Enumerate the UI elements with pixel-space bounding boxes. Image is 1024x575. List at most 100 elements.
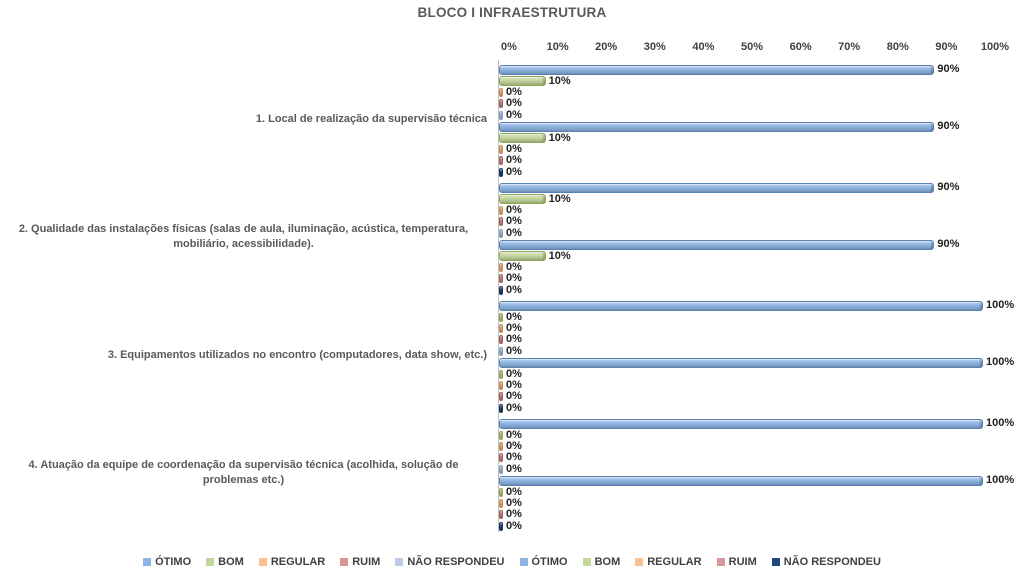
legend-swatch: [519, 558, 528, 566]
legend-label: ÓTIMO: [531, 556, 568, 568]
data-label: 10%: [548, 249, 571, 262]
legend-item: BOM: [206, 556, 244, 568]
bar-row: 0%: [499, 165, 985, 178]
bar-row: 0%: [499, 463, 985, 475]
bar-row: 90%: [499, 239, 985, 250]
bar-row: 0%: [499, 311, 985, 322]
bar: [499, 217, 503, 227]
data-label: 0%: [506, 154, 522, 167]
data-label: 100%: [986, 474, 1015, 487]
legend: ÓTIMO BOM REGULAR RUIM NÃO RESPONDEU ÓTIMO BOM…: [0, 556, 1024, 568]
bar-row: 100%: [499, 418, 1014, 429]
bar: [499, 285, 503, 295]
bar-row: 100%: [499, 475, 1014, 486]
bar: [499, 239, 935, 250]
data-label: 0%: [506, 378, 522, 391]
bar-row: 0%: [499, 273, 985, 284]
bar-row: 0%: [499, 486, 985, 497]
bar-row: 0%: [499, 85, 985, 98]
data-label: 0%: [506, 390, 522, 403]
x-tick-label: 80%: [886, 41, 909, 53]
legend-label: NÃO RESPONDEU: [407, 556, 505, 568]
chart-title: BLOCO I INFRAESTRUTURA: [417, 5, 607, 20]
bar: [499, 156, 503, 166]
bar: [499, 87, 503, 97]
bar-row: 100%: [499, 357, 1014, 368]
data-label: 0%: [506, 367, 522, 380]
legend-label: REGULAR: [270, 556, 326, 568]
plot-area: 1. Local de realização da supervisão téc…: [0, 60, 1014, 532]
bar: [499, 167, 503, 177]
data-label: 90%: [937, 181, 960, 194]
bar: [499, 76, 546, 87]
bars-cluster: 100% 0% 0% 0% 0% 100% 0% 0% 0% 0%: [498, 414, 1014, 532]
data-label: 0%: [506, 165, 522, 178]
legend-item: NÃO RESPONDEU: [771, 556, 881, 568]
bar-row: 0%: [499, 155, 985, 166]
x-tick-label: 60%: [789, 41, 812, 53]
x-axis: 0% 10% 20% 30% 40% 50% 60% 70% 80% 90% 100%: [501, 41, 1009, 55]
legend-swatch: [395, 558, 404, 566]
bar: [499, 335, 503, 345]
bar: [499, 346, 503, 356]
bar: [499, 510, 503, 520]
category-label-cell: 1. Local de realização da supervisão téc…: [0, 60, 498, 178]
bar: [499, 441, 503, 451]
data-label: 0%: [506, 485, 522, 498]
bar: [499, 369, 503, 379]
x-tick-label: 30%: [643, 41, 666, 53]
bar: [499, 521, 503, 531]
category-label-cell: 4. Atuação da equipe de coordenação da s…: [0, 414, 498, 532]
data-label: 0%: [506, 226, 522, 239]
category-label: 1. Local de realização da supervisão téc…: [255, 112, 487, 125]
data-label: 0%: [506, 97, 522, 110]
bar: [499, 464, 503, 474]
x-tick-label: 20%: [595, 41, 618, 53]
bar-row: 0%: [499, 216, 985, 227]
bar-row: 0%: [499, 509, 985, 520]
data-label: 0%: [506, 142, 522, 155]
bar: [499, 133, 546, 144]
data-label: 0%: [506, 260, 522, 273]
x-tick-label: 90%: [935, 41, 958, 53]
bar: [499, 403, 503, 413]
legend-swatch: [143, 558, 152, 566]
x-tick-label: 10%: [546, 41, 569, 53]
bar-row: 90%: [499, 64, 985, 75]
bar-row: 10%: [499, 131, 985, 144]
data-label: 0%: [506, 272, 522, 285]
data-label: 0%: [506, 321, 522, 334]
bar-row: 0%: [499, 109, 985, 121]
bar-row: 0%: [499, 345, 985, 357]
category-label: 4. Atuação da equipe de coordenação da s…: [28, 459, 459, 486]
legend-label: BOM: [218, 556, 244, 568]
bar-row: 0%: [499, 98, 985, 109]
bar: [499, 380, 503, 390]
data-label: 0%: [506, 85, 522, 98]
x-tick-label: 40%: [692, 41, 715, 53]
data-label: 10%: [548, 192, 571, 205]
category-group: 3. Equipamentos utilizados no encontro (…: [0, 296, 1014, 414]
category-label-cell: 2. Qualidade das instalações físicas (sa…: [0, 178, 498, 296]
bar: [499, 357, 983, 368]
bar: [499, 453, 503, 463]
data-label: 0%: [506, 283, 522, 296]
legend-label: RUIM: [352, 556, 381, 568]
data-label: 10%: [548, 131, 571, 144]
data-label: 0%: [506, 215, 522, 228]
bar-row: 0%: [499, 452, 985, 463]
bar-row: 0%: [499, 260, 985, 273]
bar: [499, 312, 503, 322]
bar-row: 0%: [499, 368, 985, 379]
legend-swatch: [340, 558, 349, 566]
bar-row: 0%: [499, 497, 985, 509]
data-label: 0%: [506, 428, 522, 441]
bar: [499, 182, 935, 193]
legend-swatch: [258, 558, 267, 566]
bar-row: 90%: [499, 121, 985, 132]
data-label: 0%: [506, 401, 522, 414]
x-tick-label: 50%: [740, 41, 764, 53]
bar-row: 0%: [499, 429, 985, 440]
legend-item: ÓTIMO: [519, 556, 568, 568]
